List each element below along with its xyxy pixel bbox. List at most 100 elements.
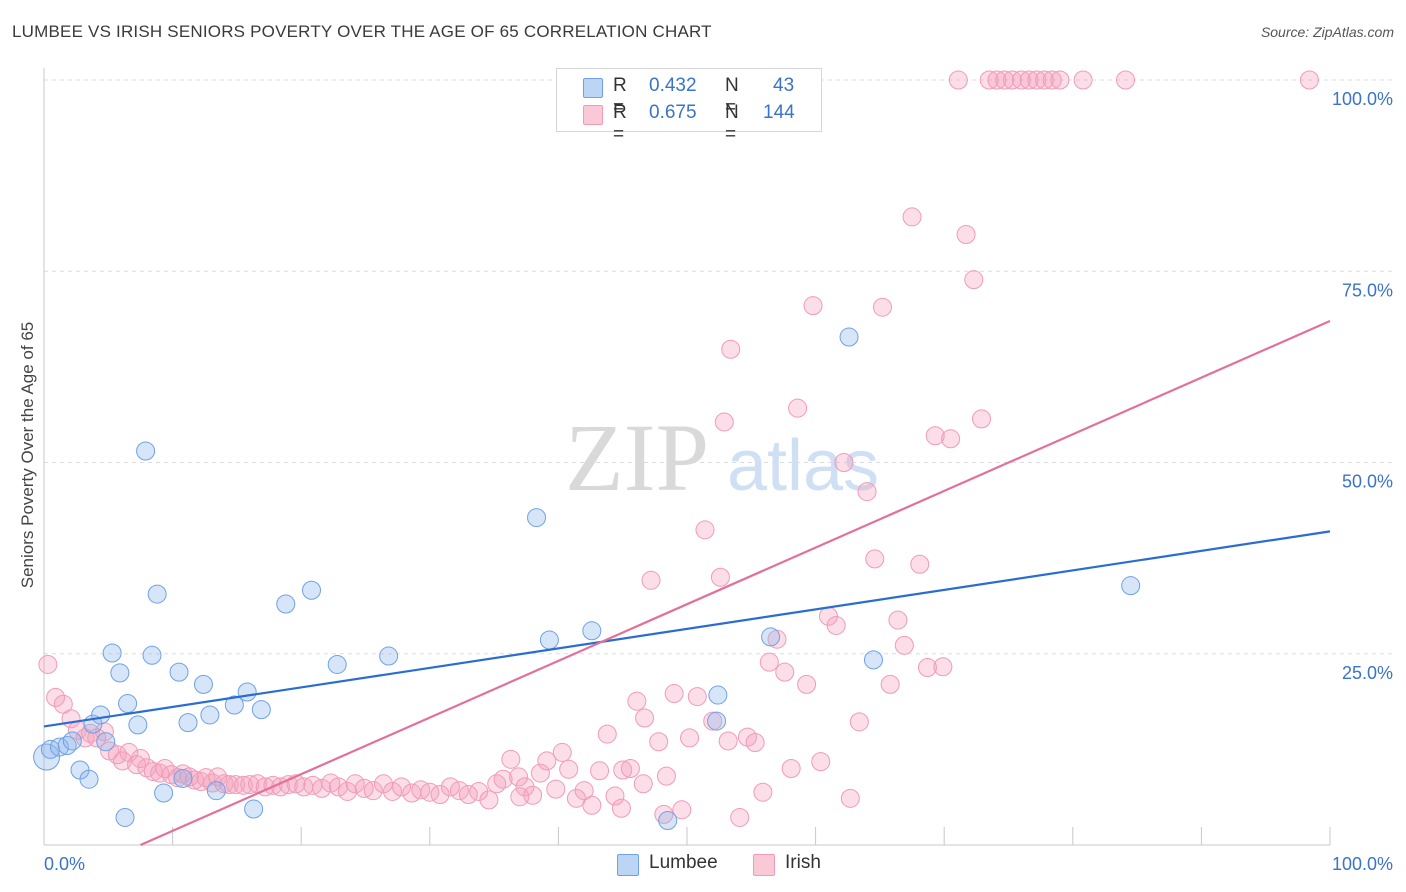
irish-point: [546, 779, 566, 799]
irish-swatch: [583, 105, 603, 125]
lumbee-legend-label: Lumbee: [649, 852, 718, 873]
lumbee-point: [193, 674, 213, 694]
y-tick-label: 100.0%: [1332, 89, 1393, 109]
irish-point: [501, 749, 521, 769]
lumbee-legend-swatch: [617, 854, 639, 876]
lumbee-point: [96, 732, 116, 752]
irish-point: [971, 409, 991, 429]
irish-point: [179, 767, 199, 787]
irish-point: [803, 296, 823, 316]
irish-point: [1042, 70, 1062, 90]
tick-labels: 25.0% 50.0% 75.0% 100.0% 0.0% 100.0%: [44, 89, 1393, 874]
irish-point: [956, 225, 976, 245]
irish-point: [649, 732, 669, 752]
lumbee-point: [169, 662, 189, 682]
irish-point: [656, 766, 676, 786]
y-tick-label: 75.0%: [1342, 280, 1393, 300]
lumbee-point: [582, 621, 602, 641]
irish-point: [1116, 70, 1136, 90]
n-label: N =: [725, 102, 739, 145]
lumbee-point: [200, 705, 220, 725]
irish-point: [559, 759, 579, 779]
lumbee-point: [147, 584, 167, 604]
irish-point: [894, 635, 914, 655]
lumbee-swatch: [583, 78, 603, 98]
lumbee-point: [115, 807, 135, 827]
irish-point: [917, 658, 937, 678]
lumbee-point: [301, 580, 321, 600]
irish-point: [143, 762, 163, 782]
irish-point: [664, 684, 684, 704]
irish-point: [611, 798, 631, 818]
irish-point: [312, 778, 332, 798]
lumbee-point: [178, 713, 198, 733]
lumbee-point: [142, 645, 162, 665]
lumbee-trend-line: [43, 530, 1331, 728]
lumbee-point: [224, 695, 244, 715]
irish-point: [979, 70, 999, 90]
lumbee-point: [708, 685, 728, 705]
irish-point: [811, 752, 831, 772]
irish-trend-line: [140, 319, 1331, 847]
irish-point: [826, 615, 846, 635]
lumbee-point: [251, 700, 271, 720]
x-tick-label: 0.0%: [44, 854, 85, 874]
irish-point: [849, 712, 869, 732]
lumbee-point: [539, 630, 559, 650]
irish-point: [964, 270, 984, 290]
irish-point: [730, 807, 750, 827]
irish-point: [834, 453, 854, 472]
lumbee-point: [110, 663, 130, 683]
irish-point: [695, 520, 715, 540]
grid-lines: [44, 79, 1392, 655]
irish-point: [392, 777, 412, 797]
irish-point: [753, 782, 773, 802]
irish-point: [721, 339, 741, 359]
lumbee-point: [839, 327, 859, 347]
irish-legend-swatch: [753, 854, 775, 876]
lumbee-point: [1121, 576, 1141, 596]
watermark: ZIP atlas: [565, 404, 879, 511]
lumbee-point: [527, 508, 547, 528]
lumbee-point: [118, 693, 138, 713]
irish-point: [127, 755, 147, 775]
irish-point: [363, 781, 383, 801]
irish-point: [509, 767, 529, 787]
lumbee-point: [173, 768, 193, 788]
irish-point: [687, 687, 707, 707]
irish-point: [948, 70, 968, 90]
irish-point: [987, 70, 1007, 90]
lumbee-point: [237, 682, 257, 702]
irish-point: [718, 731, 738, 751]
irish-point: [337, 781, 357, 801]
source-credit: Source: ZipAtlas.com: [1260, 24, 1394, 40]
irish-legend-label: Irish: [785, 852, 821, 873]
irish-point: [1019, 70, 1039, 90]
trend-lines: [43, 319, 1331, 847]
stats-legend: R = 0.432 N = 43 R = 0.675 N = 144: [556, 68, 822, 145]
irish-point: [233, 775, 253, 795]
irish-point: [613, 760, 633, 780]
x-tick-label: 100.0%: [1332, 854, 1393, 874]
irish-point: [910, 554, 930, 574]
irish-point: [635, 708, 655, 728]
irish-point: [107, 745, 127, 765]
irish-point: [1027, 70, 1047, 90]
irish-point: [597, 724, 617, 744]
lumbee-point: [327, 654, 347, 674]
irish-point: [1050, 70, 1070, 90]
irish-point: [582, 795, 602, 815]
lumbee-point: [707, 711, 727, 731]
irish-point: [933, 657, 953, 677]
irish-point: [328, 777, 348, 797]
irish-point: [641, 570, 661, 590]
r-value: 0.675: [649, 102, 697, 123]
irish-point: [493, 769, 513, 789]
lumbee-point: [244, 799, 264, 819]
irish-point: [781, 759, 801, 778]
irish-point: [552, 742, 572, 762]
y-tick-label: 25.0%: [1342, 663, 1393, 683]
lumbee-point: [128, 715, 148, 735]
lumbee-point: [379, 646, 399, 666]
